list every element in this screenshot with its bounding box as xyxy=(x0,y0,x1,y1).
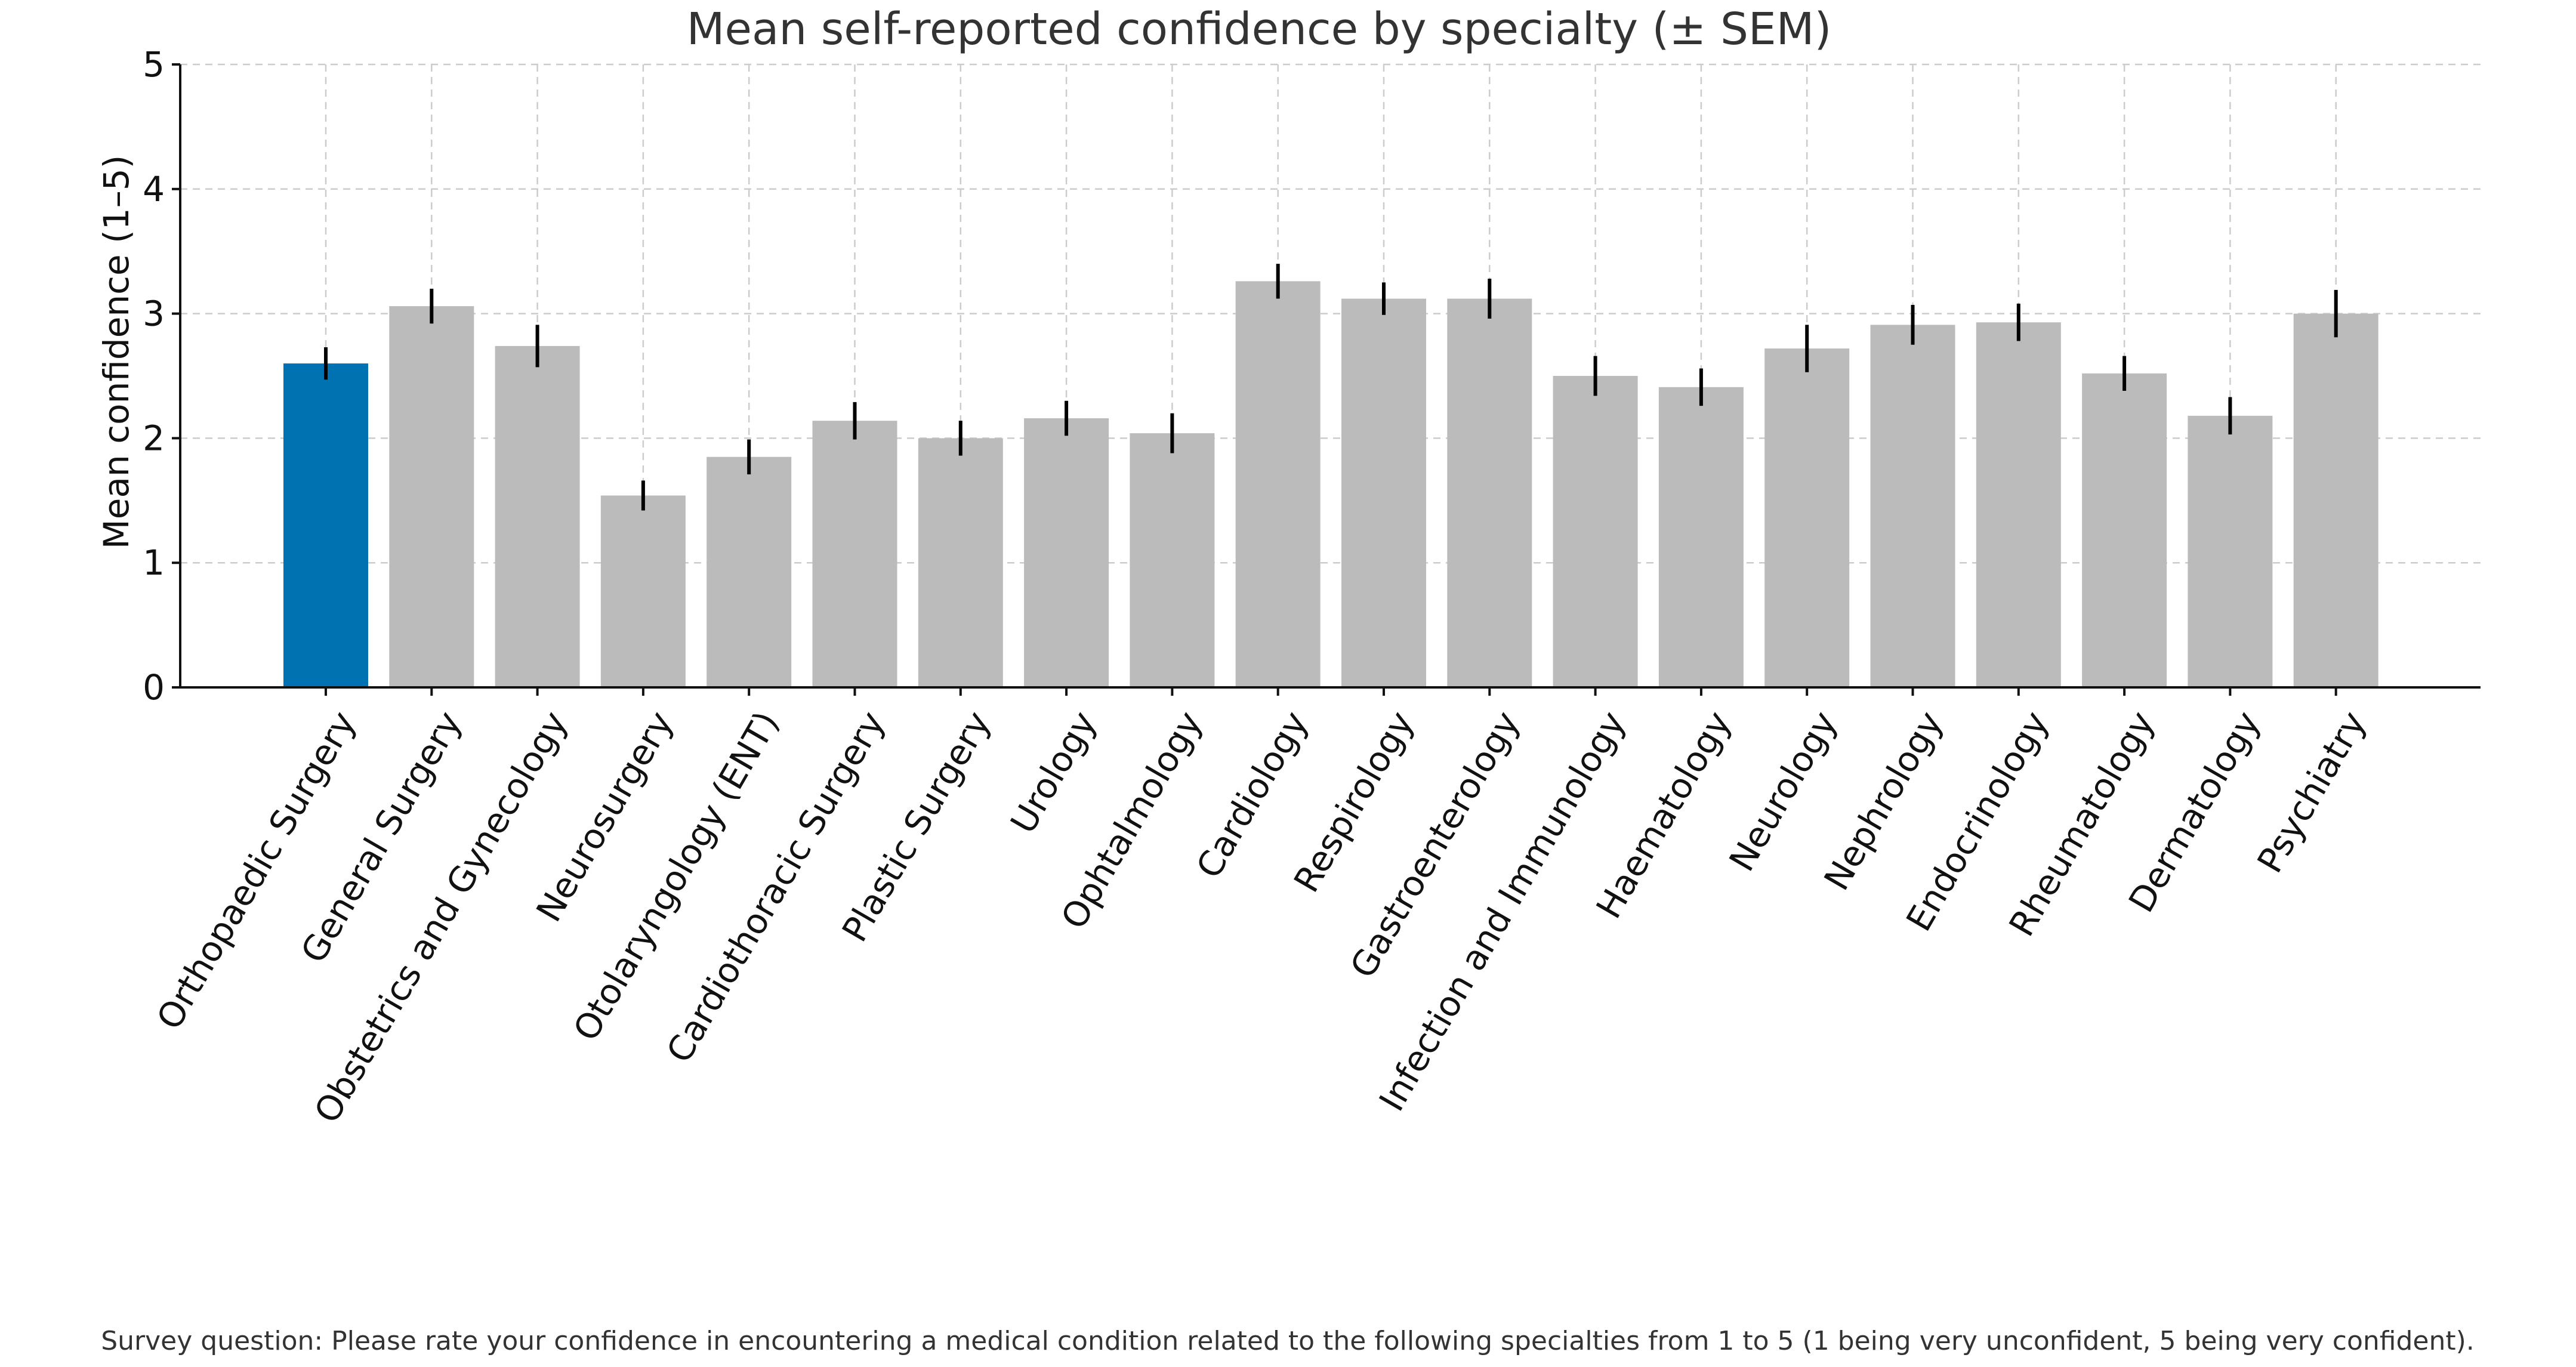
bar xyxy=(2082,373,2167,687)
bar xyxy=(1447,298,1532,687)
chart-title: Mean self-reported confidence by special… xyxy=(687,4,1832,55)
bar xyxy=(1870,325,1955,687)
bar xyxy=(1024,418,1109,687)
x-tick-label: Psychiatry xyxy=(2249,705,2374,880)
y-tick-label: 5 xyxy=(143,44,165,85)
bar xyxy=(1764,348,1850,687)
bar xyxy=(1341,298,1426,687)
bar xyxy=(812,421,897,687)
x-tick-label: Otolaryngology (ENT) xyxy=(566,705,787,1048)
x-tick-label: Neurology xyxy=(1722,705,1845,878)
y-tick-label: 1 xyxy=(143,542,165,583)
y-tick-label: 2 xyxy=(143,418,165,458)
error-layer xyxy=(324,264,2338,511)
bar xyxy=(600,495,686,687)
bar xyxy=(283,363,368,687)
x-tick-label: Cardiology xyxy=(1188,705,1316,885)
bar xyxy=(495,345,580,687)
footnote: Survey question: Please rate your confid… xyxy=(101,1326,2475,1356)
y-tick-label: 0 xyxy=(143,667,165,708)
bar xyxy=(707,456,792,687)
bar xyxy=(1658,387,1744,687)
bar-layer xyxy=(283,281,2378,687)
axis-layer xyxy=(172,63,2481,696)
bar xyxy=(2293,313,2378,687)
bar xyxy=(1130,433,1215,687)
y-tick-label: 4 xyxy=(143,169,165,209)
x-tick-label: Orthopaedic Surgery xyxy=(149,705,363,1036)
bar xyxy=(389,306,474,687)
y-tick-label: 3 xyxy=(143,294,165,334)
y-axis-label: Mean confidence (1–5) xyxy=(96,155,137,549)
bar xyxy=(2188,415,2273,687)
bar xyxy=(1235,281,1321,687)
bar xyxy=(1553,376,1638,687)
bar xyxy=(918,438,1003,687)
bar xyxy=(1976,322,2061,687)
x-tick-label: Urology xyxy=(1002,705,1105,840)
